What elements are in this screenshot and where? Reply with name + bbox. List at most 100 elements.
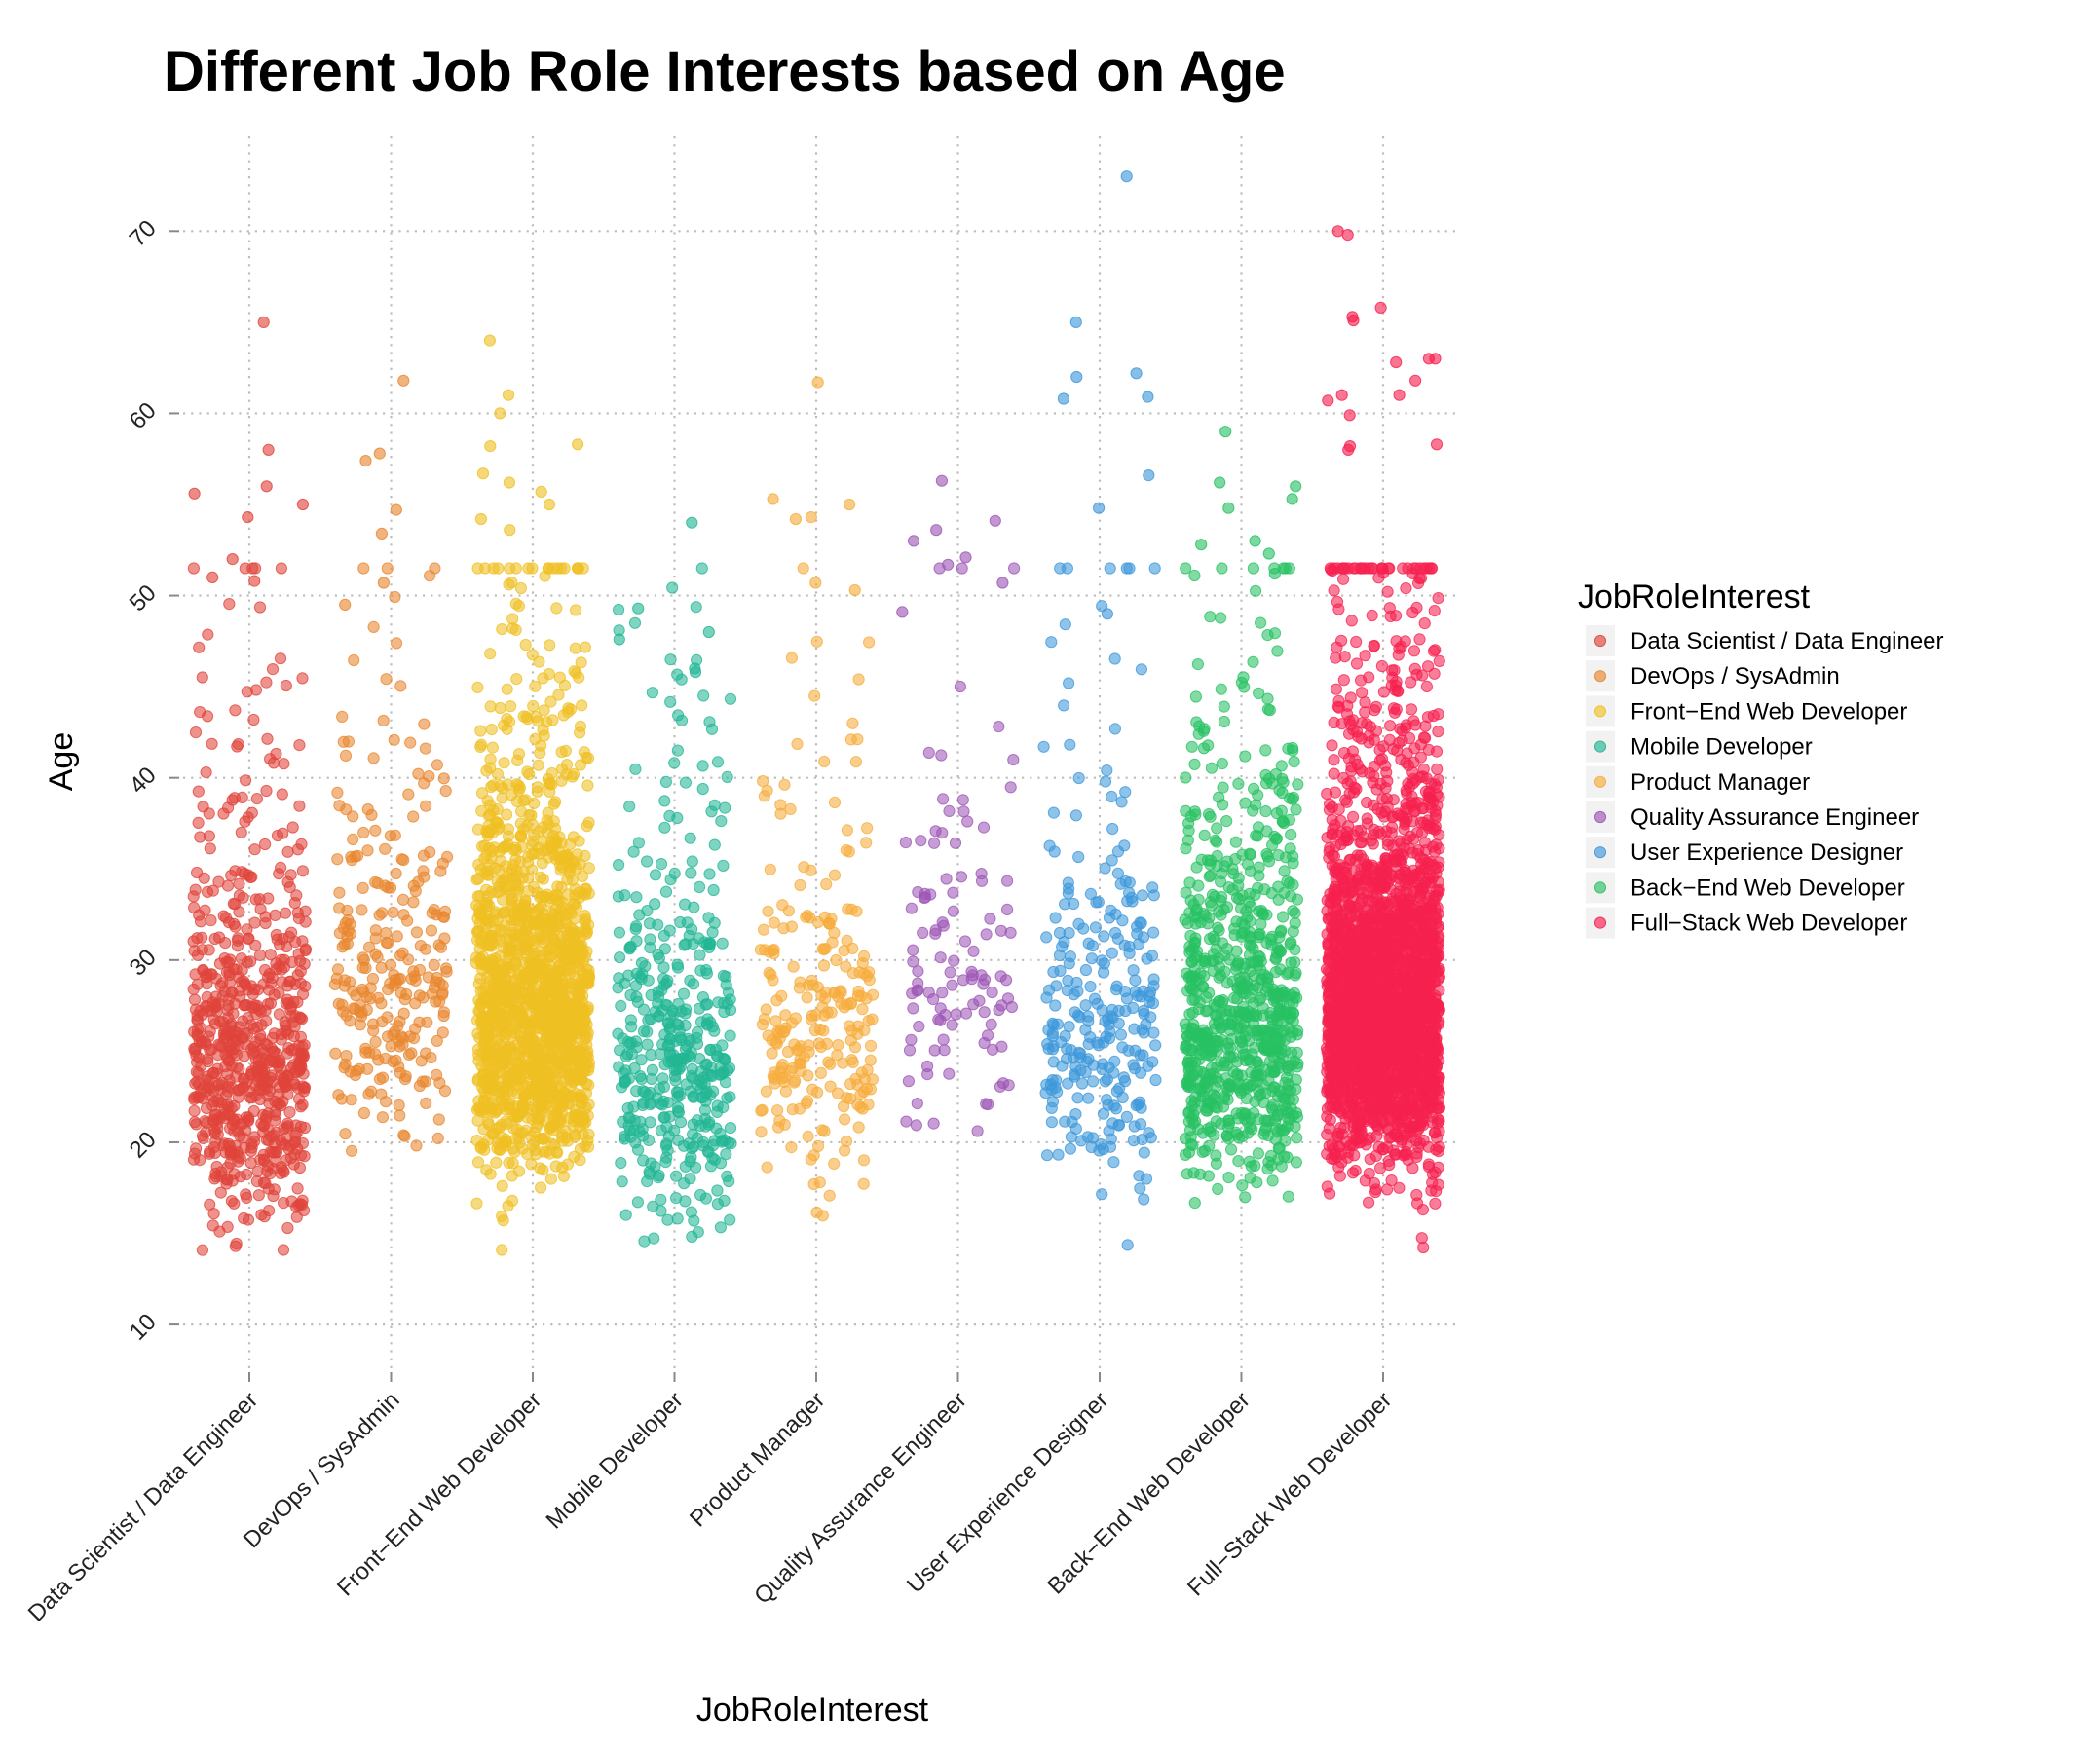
data-point bbox=[542, 925, 554, 938]
data-point bbox=[369, 1035, 382, 1049]
data-point bbox=[547, 1109, 560, 1122]
data-point bbox=[537, 1164, 549, 1176]
data-point bbox=[690, 1161, 702, 1174]
data-point bbox=[249, 1090, 262, 1102]
data-point bbox=[1200, 991, 1213, 1004]
data-point bbox=[372, 991, 385, 1004]
data-point bbox=[438, 1085, 452, 1098]
data-point bbox=[616, 1175, 628, 1188]
data-point bbox=[1069, 809, 1083, 822]
data-point bbox=[840, 960, 852, 973]
data-point bbox=[1064, 950, 1077, 963]
data-point bbox=[533, 655, 545, 668]
data-point bbox=[211, 1062, 224, 1075]
data-point bbox=[494, 923, 506, 936]
data-point bbox=[1253, 687, 1265, 700]
data-point bbox=[474, 725, 487, 737]
data-point bbox=[194, 706, 206, 719]
data-point bbox=[1041, 1149, 1054, 1162]
data-point bbox=[372, 1054, 385, 1066]
data-point bbox=[724, 1091, 736, 1103]
data-point bbox=[839, 1144, 851, 1157]
data-point bbox=[912, 885, 924, 899]
series-points bbox=[1320, 225, 1446, 1254]
data-point bbox=[917, 926, 929, 940]
data-point bbox=[633, 909, 646, 921]
data-point bbox=[1275, 804, 1288, 817]
data-point bbox=[1243, 949, 1256, 961]
data-point bbox=[834, 985, 846, 997]
data-point bbox=[483, 1068, 496, 1081]
data-point bbox=[1192, 727, 1205, 740]
data-point bbox=[677, 1139, 691, 1152]
data-point bbox=[210, 1160, 223, 1174]
data-point bbox=[641, 855, 654, 868]
data-point bbox=[296, 1099, 309, 1111]
data-point bbox=[1071, 1092, 1084, 1104]
data-point bbox=[1256, 1079, 1270, 1092]
data-point bbox=[1250, 584, 1262, 597]
data-point bbox=[1235, 930, 1248, 943]
data-point bbox=[830, 953, 843, 967]
data-point bbox=[1108, 723, 1122, 735]
data-point bbox=[196, 1036, 208, 1050]
data-point-outlier bbox=[1262, 547, 1275, 560]
data-point bbox=[194, 1154, 206, 1167]
data-point bbox=[260, 676, 273, 689]
data-point bbox=[1203, 1139, 1216, 1152]
data-point bbox=[471, 823, 485, 836]
data-point bbox=[658, 1059, 671, 1071]
data-point-outlier bbox=[503, 476, 516, 489]
data-point bbox=[371, 876, 384, 890]
data-point bbox=[380, 927, 393, 940]
data-point bbox=[1381, 585, 1394, 598]
data-point bbox=[481, 913, 494, 925]
data-point bbox=[1052, 1148, 1065, 1161]
data-point bbox=[1292, 778, 1304, 791]
data-point bbox=[270, 957, 282, 970]
data-point bbox=[1361, 812, 1373, 825]
data-point bbox=[760, 1085, 773, 1098]
data-point bbox=[1276, 815, 1289, 828]
data-point bbox=[639, 960, 652, 973]
data-point bbox=[1089, 921, 1103, 934]
data-point bbox=[200, 1101, 213, 1115]
data-point-outlier bbox=[1290, 480, 1302, 493]
data-point bbox=[637, 1025, 651, 1038]
data-point bbox=[260, 1134, 273, 1146]
data-point bbox=[1050, 980, 1063, 992]
data-point bbox=[956, 562, 968, 575]
data-point bbox=[784, 802, 797, 816]
data-point bbox=[658, 1111, 671, 1124]
data-point bbox=[226, 1174, 239, 1187]
data-point bbox=[928, 837, 941, 849]
data-point bbox=[1128, 1023, 1141, 1035]
data-point bbox=[241, 1168, 253, 1181]
data-point bbox=[1283, 1060, 1295, 1072]
data-point bbox=[858, 950, 871, 963]
data-point bbox=[820, 877, 833, 891]
data-point bbox=[1061, 1042, 1073, 1056]
data-point-outlier bbox=[805, 511, 817, 524]
data-point bbox=[828, 1157, 841, 1171]
data-point bbox=[391, 930, 403, 943]
data-point bbox=[201, 990, 213, 1004]
data-point bbox=[254, 903, 267, 915]
data-point bbox=[475, 738, 488, 751]
data-point bbox=[684, 1173, 696, 1185]
data-point bbox=[365, 1085, 378, 1098]
data-point bbox=[900, 1115, 913, 1128]
data-point bbox=[666, 581, 679, 594]
data-point bbox=[484, 753, 497, 765]
data-point bbox=[357, 1106, 370, 1120]
data-point bbox=[1084, 981, 1097, 993]
data-point-outlier bbox=[543, 498, 556, 511]
data-point bbox=[716, 1039, 729, 1052]
data-point bbox=[541, 814, 553, 827]
data-point bbox=[346, 1144, 358, 1157]
data-point bbox=[275, 562, 287, 575]
data-point bbox=[208, 1146, 222, 1160]
data-point-outlier bbox=[848, 583, 861, 597]
data-point bbox=[219, 912, 233, 924]
data-point-outlier bbox=[942, 558, 955, 571]
